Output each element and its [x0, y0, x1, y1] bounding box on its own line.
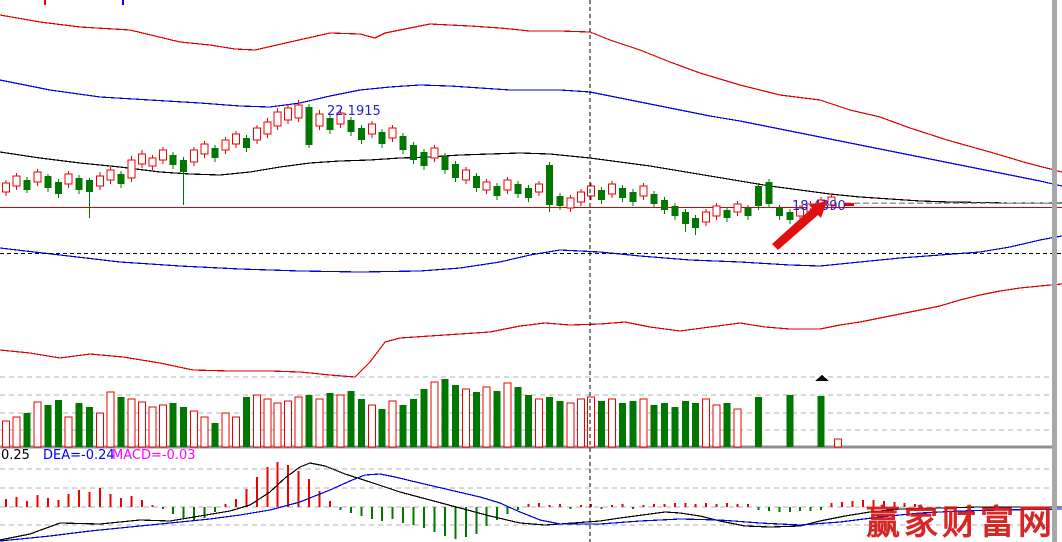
peak-price-label: 22.1915 — [327, 104, 381, 119]
macd-value-label: MACD=-0.03 — [112, 448, 196, 463]
watermark-text: 赢家财富网 — [866, 503, 1056, 542]
diff-value-label: 0.25 — [1, 448, 30, 463]
dea-value-label: DEA=-0.24 — [43, 448, 115, 463]
last-price-label: 18.4390 — [792, 199, 846, 214]
